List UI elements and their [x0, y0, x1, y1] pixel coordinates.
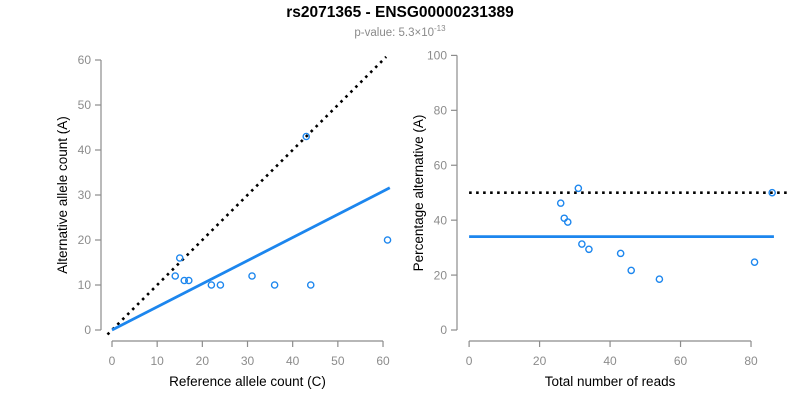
subtitle-exponent: -13: [434, 24, 446, 33]
x-tick-label: 0: [466, 354, 473, 368]
data-point: [302, 132, 311, 141]
data-point: [768, 188, 776, 197]
figure-subtitle: p-value: 5.3×10-13: [0, 24, 800, 39]
x-axis-label: Total number of reads: [545, 374, 676, 389]
data-point: [627, 266, 636, 275]
data-point: [216, 281, 225, 289]
y-tick-label: 60: [78, 53, 92, 67]
data-point: [655, 275, 664, 283]
x-tick-label: 20: [196, 354, 210, 368]
data-point: [306, 281, 315, 289]
data-point: [171, 272, 180, 280]
data-point: [180, 276, 189, 285]
data-point: [616, 249, 625, 258]
identity-line: [106, 55, 388, 336]
y-tick-label: 50: [78, 98, 92, 112]
y-tick-label: 40: [78, 143, 92, 157]
data-point: [248, 272, 256, 280]
y-tick-label: 20: [434, 268, 448, 282]
x-tick-label: 80: [744, 354, 758, 368]
y-tick-label: 0: [440, 323, 447, 337]
data-point: [270, 281, 279, 289]
y-axis-label: Percentage alternative (A): [411, 115, 426, 272]
y-tick-label: 20: [78, 233, 92, 247]
y-tick-label: 60: [434, 158, 448, 172]
fit-line: [111, 186, 391, 332]
x-tick-label: 10: [150, 354, 164, 368]
y-tick-label: 10: [78, 278, 92, 292]
data-point: [578, 240, 586, 248]
allele-count-scatter-plot: 0 10 20 30 40 50 60 0 10 20 30 40 50 60 Reference alle…: [55, 53, 392, 389]
x-tick-label: 60: [376, 354, 390, 368]
percentage-scatter-plot: 0 20 40 60 80 100 0 20 40 60 80 Total number of rea…: [411, 49, 789, 389]
y-tick-label: 100: [427, 49, 447, 63]
data-point: [560, 214, 569, 223]
data-point: [383, 236, 392, 244]
x-tick-label: 20: [533, 354, 547, 368]
data-point: [556, 199, 565, 207]
figure-title: rs2071365 - ENSG00000231389: [286, 4, 514, 21]
data-point: [207, 281, 216, 289]
x-tick-label: 40: [603, 354, 617, 368]
data-point: [574, 184, 583, 193]
data-point: [184, 276, 193, 285]
data-point: [563, 218, 572, 226]
x-tick-label: 30: [241, 354, 255, 368]
x-axis-label: Reference allele count (C): [169, 374, 326, 389]
y-axis-label: Alternative allele count (A): [55, 116, 70, 274]
y-tick-label: 0: [84, 323, 91, 337]
data-point: [175, 254, 184, 262]
data-point: [585, 245, 593, 254]
subtitle-text: p-value: 5.3×10: [354, 26, 435, 39]
x-tick-label: 0: [109, 354, 116, 368]
y-tick-label: 30: [78, 188, 92, 202]
y-tick-label: 40: [434, 213, 448, 227]
x-tick-label: 60: [674, 354, 688, 368]
data-point: [750, 258, 759, 266]
x-tick-label: 40: [286, 354, 300, 368]
y-tick-label: 80: [434, 104, 448, 118]
x-tick-label: 50: [331, 354, 345, 368]
